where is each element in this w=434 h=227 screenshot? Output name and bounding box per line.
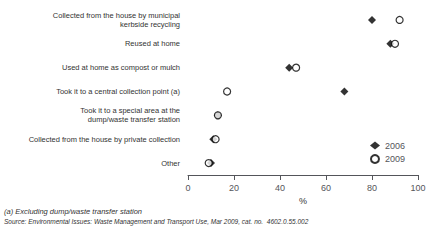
svg-text:kerbside recycling: kerbside recycling: [120, 20, 180, 29]
svg-text:20: 20: [229, 183, 239, 193]
svg-text:40: 40: [275, 183, 285, 193]
svg-text:Source: Environmental Issues:: Source: Environmental Issues: Waste Mana…: [4, 218, 309, 226]
svg-text:Other: Other: [161, 159, 180, 168]
svg-text:dump/waste transfer station: dump/waste transfer station: [88, 115, 180, 124]
svg-text:Took it to a special area at t: Took it to a special area at the: [80, 106, 180, 115]
svg-text:Took it to a central collectio: Took it to a central collection point (a…: [56, 87, 180, 96]
svg-text:Collected from the house by mu: Collected from the house by municipal: [53, 11, 180, 20]
svg-text:(a) Excluding dump/waste trans: (a) Excluding dump/waste transfer statio…: [4, 207, 142, 216]
svg-text:Used at home as compost or mul: Used at home as compost or mulch: [62, 63, 180, 72]
svg-text:2009: 2009: [385, 154, 405, 164]
svg-text:100: 100: [410, 183, 425, 193]
svg-text:60: 60: [321, 183, 331, 193]
svg-text:Reused at home: Reused at home: [125, 39, 180, 48]
svg-text:Collected from the house by pr: Collected from the house by private coll…: [29, 135, 180, 144]
svg-text:2006: 2006: [385, 141, 405, 151]
svg-text:80: 80: [367, 183, 377, 193]
svg-text:0: 0: [185, 183, 190, 193]
svg-text:%: %: [299, 196, 307, 206]
